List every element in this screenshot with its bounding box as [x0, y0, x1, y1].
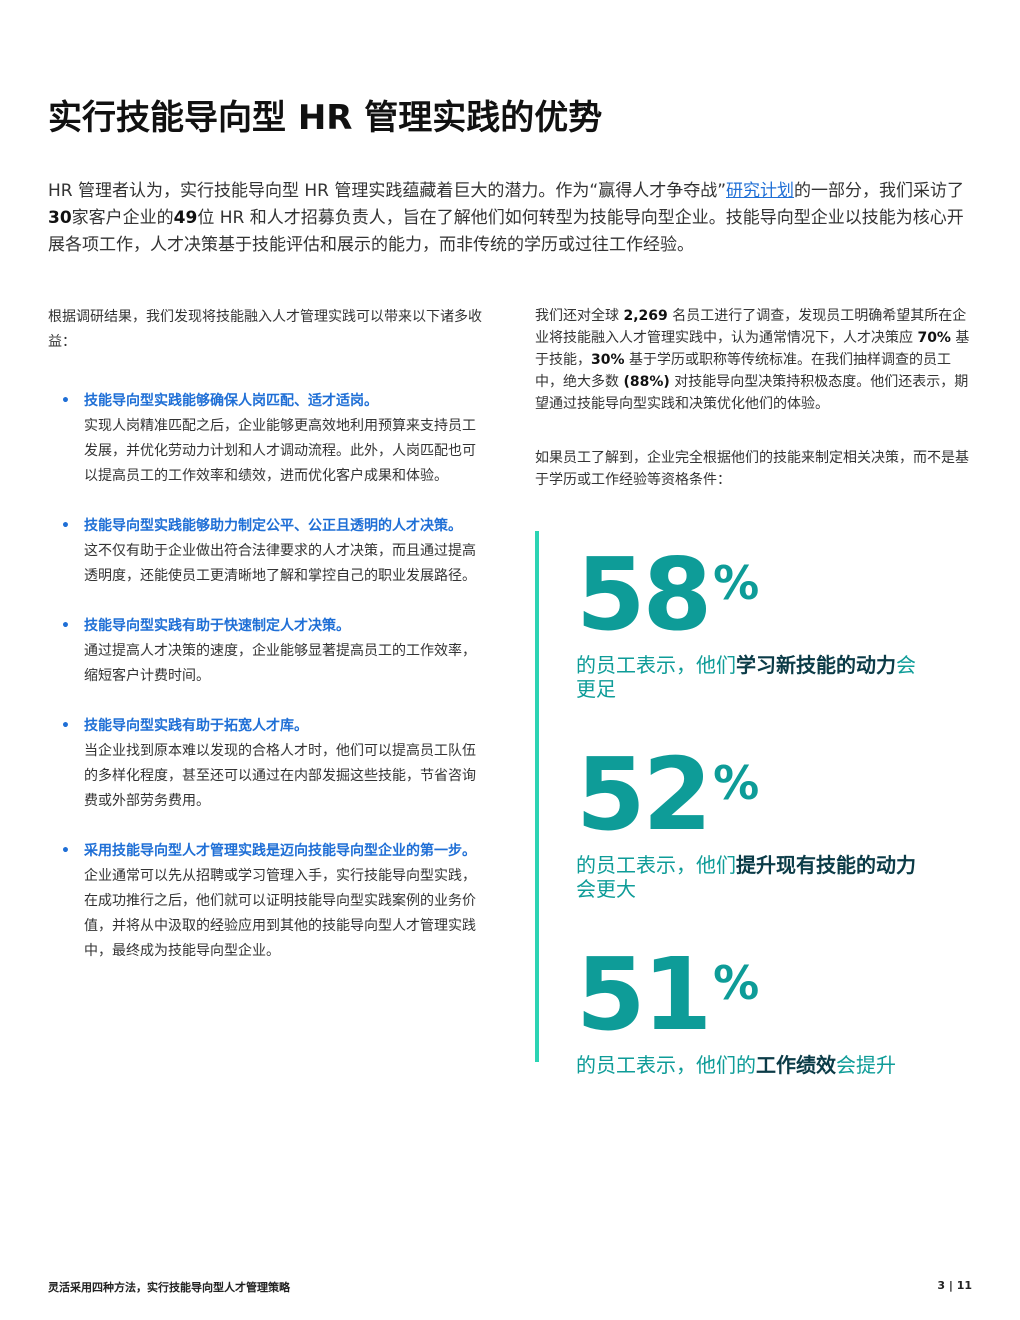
benefit-heading: 技能导向型实践能够助力制定公平、公正且透明的人才决策。 [84, 518, 462, 534]
strong-text: 学习新技能的动力 [736, 653, 896, 677]
benefit-item: 采用技能导向型人才管理实践是迈向技能导向型企业的第一步。企业通常可以先从招聘或学… [48, 839, 488, 964]
bold-text: 2,269 [623, 308, 668, 324]
survey: 我们还对全球 2,269 名员工进行了调查，发现员工明确希望其所在企业将技能融入… [535, 305, 975, 415]
text-run: 对技能导向型决策持积极态度。他们还表示，期望通过技能导向型实践和决策优化他们的体… [535, 374, 969, 412]
benefit-body: 企业通常可以先从招聘或学习管理入手，实行技能导向型实践，在成功推行之后，他们就可… [84, 868, 476, 959]
lead: 根据调研结果，我们发现将技能融入人才管理实践可以带来以下诸多收益： [48, 309, 482, 350]
benefit-heading: 采用技能导向型人才管理实践是迈向技能导向型企业的第一步。 [84, 843, 476, 859]
stat-unit: % [713, 956, 760, 1010]
stat-number: 51 [576, 936, 712, 1053]
benefit-body: 通过提高人才决策的速度，企业能够显著提高员工的工作效率，缩短客户计费时间。 [84, 643, 476, 684]
strong-text: 工作绩效 [756, 1053, 836, 1077]
text-run: 会提升 [836, 1053, 896, 1077]
left-column: 根据调研结果，我们发现将技能融入人才管理实践可以带来以下诸多收益： 技能导向型实… [48, 305, 488, 989]
text-run: HR 管理者认为，实行技能导向型 HR 管理实践蕴藏着巨大的潜力。作为“赢得人才… [48, 181, 727, 201]
benefit-body: 这不仅有助于企业做出符合法律要求的人才决策，而且通过提高透明度，还能使员工更清晰… [84, 543, 476, 584]
benefit-item: 技能导向型实践有助于快速制定人才决策。通过提高人才决策的速度，企业能够显著提高员… [48, 614, 488, 689]
text-run: 名员工进行了调查，发现员工明确希望其所在企业将技能融入人才管理实践中，认为通常情… [535, 308, 967, 346]
stats: 58% 的员工表示，他们学习新技能的动力会更足 52% 的员工表示，他们提升现有技能的… [535, 531, 979, 1077]
stat-caption: 的员工表示，他们提升现有技能的动力会更大 [576, 853, 921, 901]
stat-number: 58 [576, 536, 712, 653]
text-run: 会更大 [576, 877, 636, 901]
text-run: 会更足 [576, 653, 916, 701]
benefit-body: 实现人岗精准匹配之后，企业能够更高效地利用预算来支持员工发展，并优化劳动力计划和… [84, 418, 476, 484]
stat-figure: 58% [576, 531, 979, 647]
stat: 58% 的员工表示，他们学习新技能的动力会更足 [539, 531, 979, 731]
bold-text: 30% [591, 352, 625, 368]
bold-text: 30 [48, 208, 72, 228]
stat-caption: 的员工表示，他们学习新技能的动力会更足 [576, 653, 921, 701]
benefit-list: 技能导向型实践能够确保人岗匹配、适才适岗。实现人岗精准匹配之后，企业能够更高效地… [48, 389, 488, 964]
strong-text: 提升现有技能的动力 [736, 853, 916, 877]
bold-text: 49 [173, 208, 198, 228]
page-title: 实行技能导向型 HR 管理实践的优势 [48, 98, 603, 138]
text-run: 家客户企业的 [71, 208, 174, 228]
text-run: 的员工表示，他们 [576, 853, 736, 877]
text-run: 位 HR 和人才招募负责人，旨在了解他们如何转型为技能导向型企业。技能导向型企业… [48, 208, 964, 255]
stat: 52% 的员工表示，他们提升现有技能的动力会更大 [539, 731, 979, 931]
bold-text: (88%) [623, 374, 670, 390]
text-run: 的员工表示，他们 [576, 653, 736, 677]
stat-number: 52 [576, 736, 712, 853]
benefit-item: 技能导向型实践能够确保人岗匹配、适才适岗。实现人岗精准匹配之后，企业能够更高效地… [48, 389, 488, 489]
intro: HR 管理者认为，实行技能导向型 HR 管理实践蕴藏着巨大的潜力。作为“赢得人才… [48, 178, 976, 259]
benefit-heading: 技能导向型实践有助于快速制定人才决策。 [84, 618, 350, 634]
text-run: 我们还对全球 [535, 308, 624, 324]
benefit-item: 技能导向型实践有助于拓宽人才库。当企业找到原本难以发现的合格人才时，他们可以提高… [48, 714, 488, 814]
footer-title: 灵活采用四种方法，实行技能导向型人才管理策略 [48, 1281, 290, 1294]
stat-unit: % [713, 756, 760, 810]
stat-figure: 51% [576, 931, 979, 1047]
benefit-body: 当企业找到原本难以发现的合格人才时，他们可以提高员工队伍的多样化程度，甚至还可以… [84, 743, 476, 809]
right-column: 我们还对全球 2,269 名员工进行了调查，发现员工明确希望其所在企业将技能融入… [535, 305, 975, 523]
link-text[interactable]: 研究计划 [726, 181, 795, 201]
stat-figure: 52% [576, 731, 979, 847]
text-run: 的一部分，我们采访了 [794, 181, 965, 201]
question: 如果员工了解到，企业完全根据他们的技能来制定相关决策，而不是基于学历或工作经验等… [535, 450, 969, 488]
stat-caption: 的员工表示，他们的工作绩效会提升 [576, 1053, 921, 1077]
bold-text: 70% [917, 330, 951, 346]
text-run: 基于学历或职称等传统标准。在我们抽样调查的员工中，绝大多数 [535, 352, 951, 390]
stat-unit: % [713, 556, 760, 610]
text-run: 的员工表示，他们的 [576, 1053, 756, 1077]
benefit-heading: 技能导向型实践能够确保人岗匹配、适才适岗。 [84, 393, 378, 409]
benefit-heading: 技能导向型实践有助于拓宽人才库。 [84, 718, 308, 734]
text-run: 基于技能， [535, 330, 970, 368]
stat: 51% 的员工表示，他们的工作绩效会提升 [539, 931, 979, 1131]
page-number: 3 | 11 [937, 1279, 972, 1292]
benefit-item: 技能导向型实践能够助力制定公平、公正且透明的人才决策。这不仅有助于企业做出符合法… [48, 514, 488, 589]
